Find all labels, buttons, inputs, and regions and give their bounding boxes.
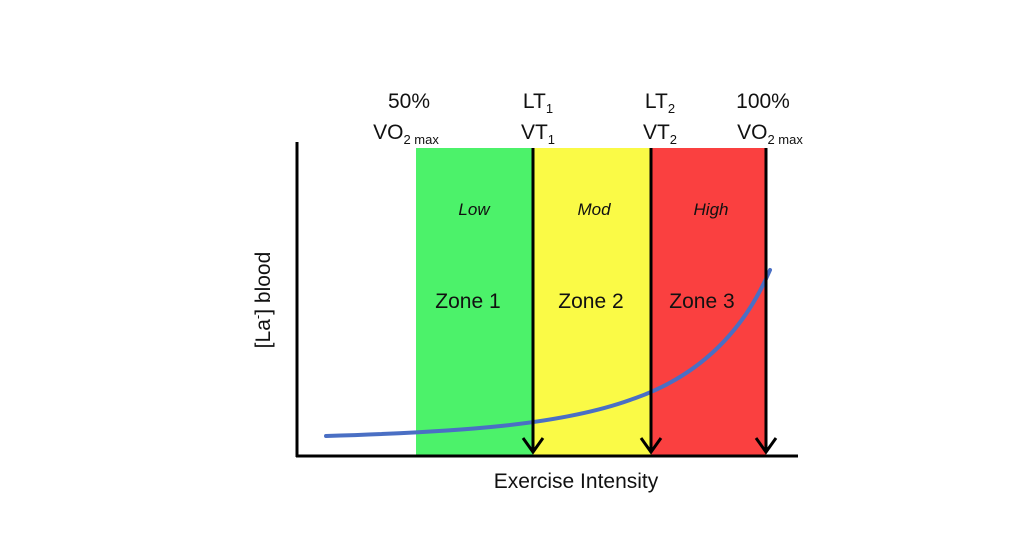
marker-50-line2: VO2 max (373, 121, 439, 147)
zone-3-name: Zone 3 (669, 290, 734, 313)
zone-2-name: Zone 2 (558, 290, 623, 313)
marker-lt1-line2: VT1 (521, 121, 555, 147)
lactate-curve (324, 268, 772, 438)
threshold-arrow-lt2 (639, 148, 663, 455)
marker-lt2-line2: VT2 (643, 121, 677, 147)
zone-1-name: Zone 1 (435, 290, 500, 313)
threshold-arrow-lt1 (521, 148, 545, 455)
marker-lt1-line1: LT1 (523, 90, 553, 116)
threshold-arrow-vo2max (754, 148, 778, 455)
zone-2-level: Mod (577, 200, 611, 219)
marker-lt2-line1: LT2 (645, 90, 675, 116)
zone-1-level: Low (458, 200, 491, 219)
zone-1-band (416, 148, 533, 455)
zone-2-band (533, 148, 651, 455)
marker-50-line1: 50% (388, 90, 430, 113)
zone-3-band (651, 148, 766, 455)
marker-100-line2: VO2 max (737, 121, 803, 147)
y-axis-label: [La-] blood (250, 252, 275, 349)
zone-3-level: High (694, 200, 729, 219)
marker-100-line1: 100% (736, 90, 790, 113)
x-axis-label: Exercise Intensity (494, 470, 659, 493)
